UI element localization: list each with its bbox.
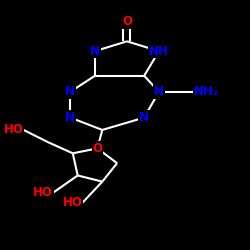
Text: HO: HO [63,196,82,209]
Text: NH₂: NH₂ [194,85,218,98]
Text: N: N [154,85,164,98]
Text: HO: HO [4,124,24,136]
Text: N: N [139,111,149,124]
Text: NH: NH [149,45,169,58]
Text: N: N [65,85,75,98]
Text: O: O [122,15,132,28]
Text: HO: HO [33,186,53,199]
Text: N: N [90,45,100,58]
Text: N: N [65,111,75,124]
Text: O: O [92,142,102,155]
